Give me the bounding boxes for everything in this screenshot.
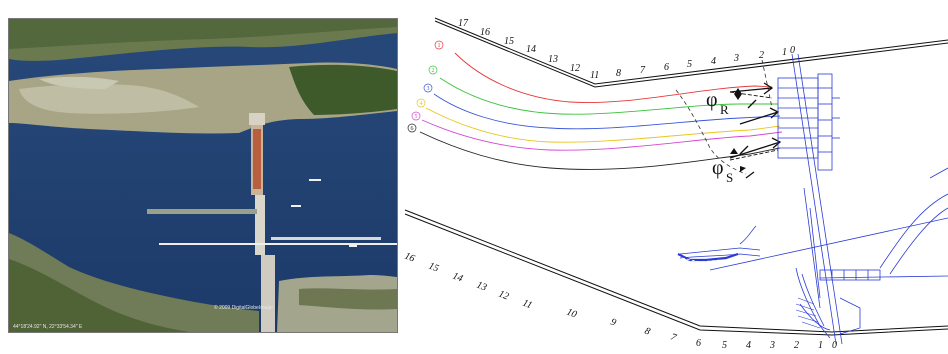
flow-diagram: 17 16 15 14 13 12 11 8 7 6 5 4 3 2 1 0 1… <box>400 8 948 351</box>
angle-label-R: φ R <box>706 89 729 117</box>
copyright-text: © 2009 DigitalGlobe <box>214 304 259 311</box>
km-label-bottom: 0 <box>832 340 837 349</box>
streamline-label: 1 <box>438 43 441 49</box>
streamline-6 <box>419 131 781 170</box>
km-label-bottom: 13 <box>475 280 488 294</box>
km-label-top: 12 <box>570 63 580 74</box>
streamline-label: 2 <box>432 68 435 74</box>
km-label-top: 4 <box>711 56 716 67</box>
km-label-bottom: 6 <box>696 338 701 349</box>
streamline-4 <box>425 107 781 143</box>
streamline-1 <box>454 52 773 103</box>
km-label-bottom: 15 <box>427 261 440 275</box>
streamlines <box>419 52 783 170</box>
bottom-bank-km-labels: 16 15 14 13 12 11 10 9 8 7 6 5 4 3 2 1 0 <box>403 251 837 351</box>
streamline-label: 4 <box>420 101 423 107</box>
km-label-bottom: 3 <box>769 340 775 349</box>
coordinate-readout: 44°18'24.92" N, 22°33'54.34" E <box>13 324 83 330</box>
lock-approach-wall <box>677 252 739 262</box>
flow-diagram-svg: 17 16 15 14 13 12 11 8 7 6 5 4 3 2 1 0 1… <box>403 17 948 351</box>
streamline-label: 3 <box>427 86 430 92</box>
streamline-5 <box>421 119 783 151</box>
streamline-markers: 1 2 3 4 5 6 <box>407 40 444 133</box>
angle-subscript-R: R <box>720 102 729 117</box>
km-label-top: 15 <box>504 36 514 47</box>
streamline-label: 6 <box>411 126 414 132</box>
km-label-bottom: 10 <box>565 307 578 321</box>
breakwater <box>147 209 257 214</box>
dam-structure <box>679 53 948 345</box>
km-label-bottom: 9 <box>609 317 618 329</box>
km-label-top: 2 <box>759 50 764 61</box>
km-label-bottom: 12 <box>497 289 510 303</box>
streamline-3 <box>433 93 781 130</box>
km-label-top: 8 <box>616 68 621 79</box>
km-label-bottom: 11 <box>521 298 534 312</box>
km-label-top: 17 <box>458 18 469 29</box>
phi-symbol: φ <box>706 89 718 111</box>
top-bank-km-labels: 17 16 15 14 13 12 11 8 7 6 5 4 3 2 1 0 <box>458 18 795 81</box>
km-label-top: 1 <box>782 47 787 58</box>
km-label-top: 6 <box>664 62 669 73</box>
km-label-bottom: 16 <box>403 251 416 265</box>
km-label-top: 14 <box>526 44 536 55</box>
km-label-top: 0 <box>790 45 795 56</box>
km-label-top: 16 <box>480 27 490 38</box>
km-label-top: 11 <box>590 70 599 81</box>
km-label-bottom: 2 <box>794 340 799 349</box>
km-label-top: 13 <box>548 54 558 65</box>
satellite-photo: © 2009 DigitalGlobe Image 44°18'24.92" N… <box>8 18 398 333</box>
spillway <box>255 195 265 255</box>
km-label-bottom: 5 <box>722 340 727 349</box>
angle-subscript-S: S <box>726 170 733 185</box>
bottom-river-bank <box>404 209 948 336</box>
km-label-top: 7 <box>640 65 646 76</box>
angle-label-S: φ S <box>712 157 733 185</box>
km-label-bottom: 7 <box>669 332 679 344</box>
km-label-bottom: 4 <box>746 340 751 349</box>
km-label-bottom: 1 <box>818 340 823 349</box>
km-label-bottom: 8 <box>643 326 652 338</box>
streamline-2 <box>439 77 778 115</box>
satellite-image: © 2009 DigitalGlobe Image 44°18'24.92" N… <box>9 19 397 332</box>
km-label-top: 3 <box>733 53 739 64</box>
image-credit-text: Image <box>259 305 273 311</box>
top-river-bank <box>434 17 948 88</box>
streamline-label: 5 <box>415 114 418 120</box>
km-label-bottom: 14 <box>451 271 464 285</box>
km-label-top: 5 <box>687 59 692 70</box>
phi-symbol: φ <box>712 157 724 179</box>
